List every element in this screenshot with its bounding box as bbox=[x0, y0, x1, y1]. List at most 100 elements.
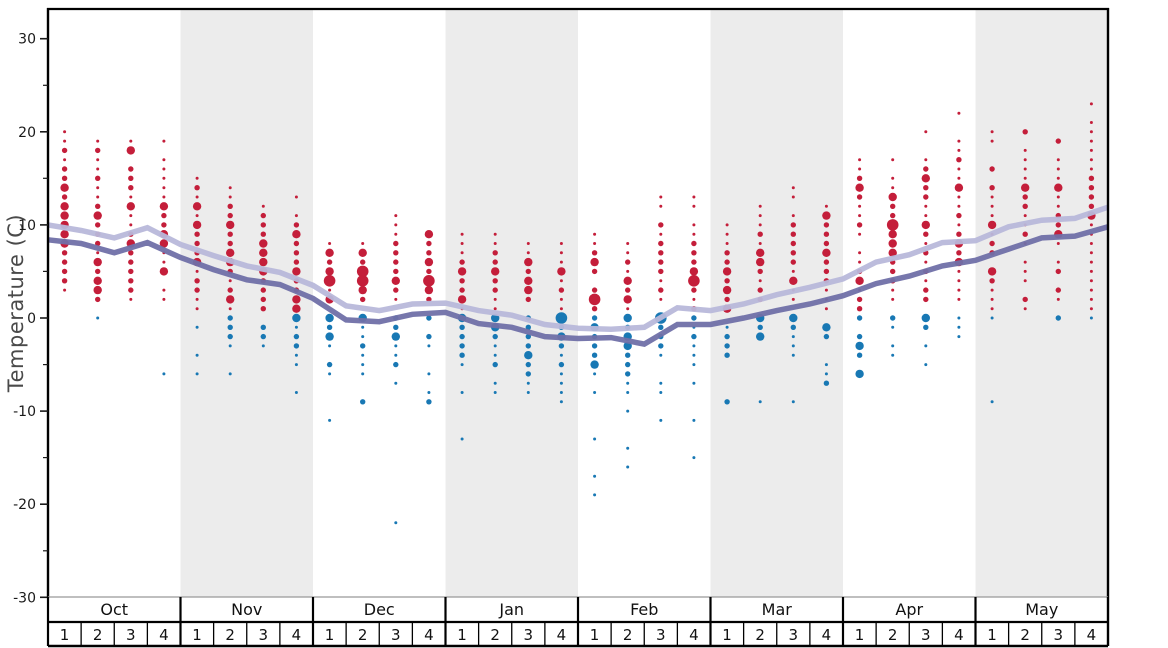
temp-dot-below bbox=[593, 437, 597, 441]
temp-dot-above bbox=[260, 222, 266, 228]
temp-dot-above bbox=[858, 214, 862, 218]
temp-dot-above bbox=[61, 250, 68, 256]
temp-dot-above bbox=[1023, 167, 1027, 171]
temp-dot-below bbox=[294, 363, 298, 367]
temp-dot-below bbox=[493, 353, 497, 357]
temp-dot-above bbox=[888, 248, 897, 257]
temp-dot-above bbox=[626, 251, 630, 255]
temp-dot-above bbox=[725, 232, 729, 236]
temp-dot-above bbox=[323, 275, 336, 287]
temp-dot-below bbox=[990, 400, 994, 404]
temp-dot-below bbox=[228, 344, 232, 348]
temp-dot-above bbox=[93, 285, 102, 295]
temp-dot-above bbox=[393, 250, 399, 256]
temp-dot-below bbox=[625, 361, 631, 368]
week-label: 3 bbox=[789, 626, 799, 644]
temp-dot-above bbox=[61, 268, 68, 275]
temp-dot-below bbox=[394, 381, 398, 385]
temp-dot-above bbox=[526, 251, 530, 255]
temp-dot-above bbox=[63, 158, 67, 162]
temp-dot-above bbox=[195, 176, 199, 180]
temp-dot-above bbox=[361, 242, 365, 245]
temp-dot-above bbox=[1023, 269, 1027, 273]
temp-dot-above bbox=[194, 240, 200, 247]
temp-dot-above bbox=[227, 240, 233, 247]
temp-dot-above bbox=[292, 304, 301, 313]
month-label: Dec bbox=[364, 600, 395, 619]
temp-dot-above bbox=[923, 296, 929, 303]
temp-dot-below bbox=[426, 399, 432, 405]
temp-dot-above bbox=[228, 307, 232, 311]
temp-dot-above bbox=[1023, 176, 1027, 180]
temp-dot-above bbox=[227, 203, 233, 209]
temp-dot-above bbox=[162, 186, 166, 190]
temp-dot-above bbox=[1022, 296, 1028, 303]
temp-dot-above bbox=[691, 259, 697, 265]
temp-dot-above bbox=[921, 174, 930, 183]
temp-dot-above bbox=[791, 186, 795, 190]
temp-dot-above bbox=[957, 269, 961, 273]
temp-dot-below bbox=[361, 325, 365, 329]
temp-dot-above bbox=[658, 268, 664, 275]
temp-dot-above bbox=[888, 239, 897, 248]
temp-dot-above bbox=[856, 194, 863, 200]
temp-dot-above bbox=[856, 296, 863, 303]
month-label: Mar bbox=[762, 600, 793, 619]
temp-dot-above bbox=[924, 242, 928, 245]
temp-dot-above bbox=[989, 240, 995, 247]
temp-dot-below bbox=[791, 335, 795, 339]
temp-dot-below bbox=[822, 323, 831, 332]
temp-dot-below bbox=[758, 400, 762, 404]
temp-dot-above bbox=[95, 296, 101, 303]
week-label: 4 bbox=[557, 626, 567, 644]
temp-dot-above bbox=[93, 276, 102, 285]
temp-dot-above bbox=[593, 242, 597, 245]
temp-dot-below bbox=[658, 324, 664, 330]
temp-dot-above bbox=[162, 139, 166, 143]
temp-dot-above bbox=[591, 306, 598, 312]
temp-dot-below bbox=[559, 372, 563, 376]
temp-dot-below bbox=[195, 353, 199, 357]
y-tick-label: -30 bbox=[13, 590, 36, 606]
temp-dot-below bbox=[593, 474, 597, 478]
temp-dot-above bbox=[957, 167, 961, 171]
temp-dot-below bbox=[790, 324, 796, 330]
temp-dot-above bbox=[858, 158, 862, 162]
temp-dot-below bbox=[591, 315, 598, 321]
temp-dot-above bbox=[824, 204, 828, 208]
temp-dot-above bbox=[823, 240, 830, 247]
temp-dot-below bbox=[394, 344, 398, 348]
temp-dot-above bbox=[1089, 139, 1093, 143]
temp-dot-above bbox=[658, 250, 664, 256]
temp-dot-below bbox=[328, 372, 332, 376]
temp-dot-above bbox=[823, 259, 830, 265]
temp-dot-above bbox=[226, 248, 235, 257]
temp-dot-above bbox=[96, 167, 100, 171]
temp-dot-above bbox=[1088, 185, 1095, 191]
temp-dot-above bbox=[195, 307, 199, 311]
temp-dot-above bbox=[460, 251, 464, 255]
temp-dot-above bbox=[491, 267, 500, 276]
temp-dot-above bbox=[890, 212, 896, 219]
temp-dot-above bbox=[990, 130, 994, 134]
temp-dot-below bbox=[559, 353, 563, 357]
temp-dot-above bbox=[822, 248, 831, 257]
temp-dot-below bbox=[393, 361, 399, 368]
temp-dot-above bbox=[957, 288, 961, 292]
temp-dot-above bbox=[424, 230, 434, 239]
temp-dot-above bbox=[493, 242, 497, 245]
temp-dot-below bbox=[293, 343, 300, 349]
temp-dot-below bbox=[824, 372, 828, 376]
temp-dot-above bbox=[1023, 214, 1027, 218]
temp-dot-above bbox=[692, 195, 696, 199]
temp-dot-below bbox=[626, 391, 630, 394]
temp-dot-below bbox=[361, 363, 365, 367]
temp-dot-above bbox=[1023, 158, 1027, 162]
temp-dot-below bbox=[824, 363, 828, 367]
temp-dot-below bbox=[923, 324, 929, 330]
temp-dot-above bbox=[128, 268, 134, 275]
temp-dot-above bbox=[525, 268, 531, 275]
average-low-line bbox=[47, 224, 1109, 348]
temp-dot-above bbox=[61, 175, 68, 181]
temp-dot-below bbox=[957, 335, 961, 339]
